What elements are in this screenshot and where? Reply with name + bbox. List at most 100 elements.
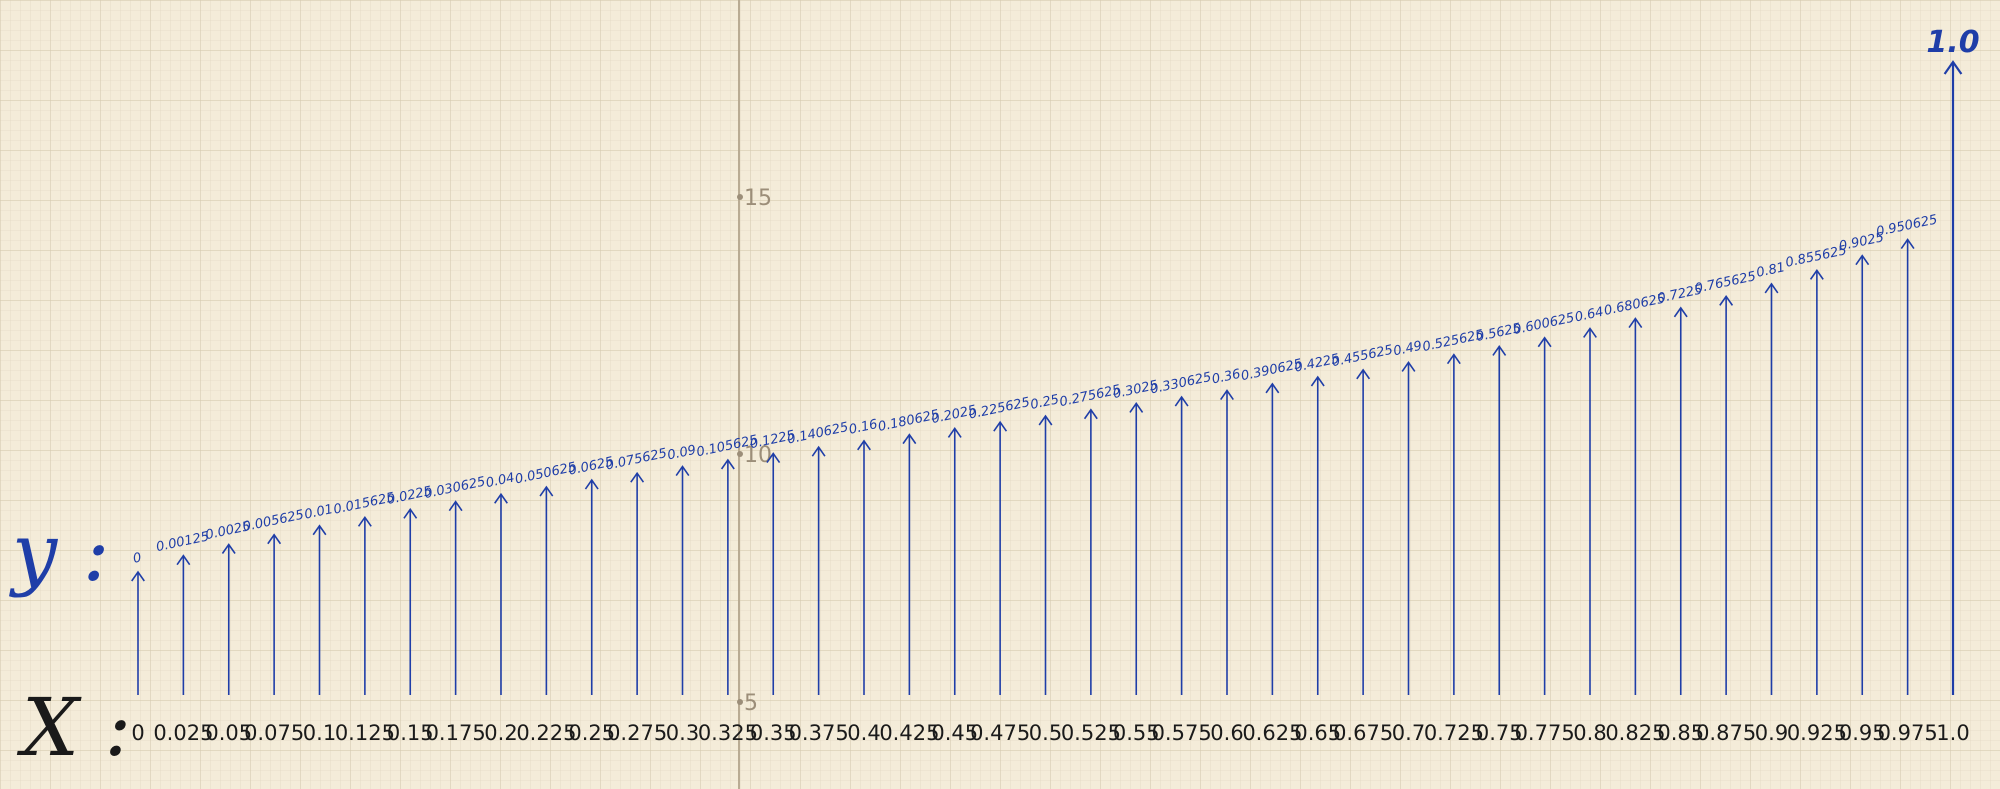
- arrow-head: [1943, 60, 1963, 75]
- x-value-label: 0.325: [698, 721, 758, 745]
- y-value-label: 0.04: [485, 470, 516, 491]
- x-value-label: 0.625: [1242, 721, 1302, 745]
- arrow-head: [1310, 375, 1325, 387]
- arrow-head: [1492, 345, 1507, 356]
- x-label-group: 0 0.0250.050.0750.10.1250.150.1750.20.225…: [131, 721, 1969, 745]
- x-value-label: 0.45: [931, 721, 978, 745]
- x-value-label: 0.475: [970, 721, 1030, 745]
- arrow-head: [811, 445, 826, 457]
- x-value-label: 0.425: [879, 721, 939, 745]
- arrow-head: [1809, 268, 1824, 280]
- arrow-head: [1265, 382, 1280, 394]
- arrow-head: [947, 427, 962, 438]
- x-value-label: 0.025: [153, 721, 213, 745]
- x-value-label: 0.825: [1605, 721, 1665, 745]
- x-value-label: 0.2: [484, 721, 517, 745]
- paper-marker-dot: [737, 451, 743, 457]
- x-value-label: 0.5: [1029, 721, 1062, 745]
- arrow-head: [176, 554, 191, 566]
- y-row-label: y :: [9, 506, 110, 599]
- x-value-label: 0.15: [387, 721, 434, 745]
- y-value-label: 0.64: [1574, 305, 1605, 326]
- paper-marker-dot: [737, 699, 743, 705]
- y-value-label: 0.01: [303, 502, 334, 523]
- arrow-head: [630, 471, 645, 483]
- x-row-label: X :: [16, 681, 131, 774]
- x-value-label: 0.25: [568, 721, 615, 745]
- arrow-head: [1628, 317, 1643, 329]
- arrow-head: [448, 500, 463, 512]
- x-value-label: 0: [131, 721, 144, 745]
- arrow-head: [494, 492, 508, 504]
- arrow-head: [357, 515, 372, 527]
- x-value-label: 0.175: [426, 721, 486, 745]
- arrow-head: [1356, 368, 1371, 380]
- x-value-label: 0.975: [1878, 721, 1938, 745]
- arrow-head: [1220, 389, 1234, 401]
- arrow-head: [766, 452, 781, 463]
- arrow-head: [902, 433, 917, 445]
- arrow-head: [1446, 353, 1461, 365]
- paper-markers: 15 10 5: [737, 186, 772, 716]
- arrow-head: [1673, 306, 1688, 318]
- arrow-head: [675, 465, 690, 476]
- x-value-label: 0.675: [1333, 721, 1393, 745]
- arrow-head: [267, 533, 282, 545]
- y-value-label: 0.49: [1392, 339, 1423, 360]
- y-value-label: 0: [132, 550, 143, 566]
- arrow-head: [1174, 395, 1189, 407]
- x-value-label: 0.525: [1061, 721, 1121, 745]
- arrow-head: [221, 543, 236, 554]
- arrow-head: [131, 570, 145, 582]
- x-value-label: 0.6: [1210, 721, 1243, 745]
- paper-marker-dot: [737, 194, 743, 200]
- x-value-label: 0.7: [1392, 721, 1425, 745]
- arrow-group: [131, 60, 1963, 695]
- arrow-head: [1401, 361, 1416, 372]
- x-value-label: 0.35: [750, 721, 797, 745]
- arrow-head: [1129, 402, 1144, 413]
- arrow-head: [720, 458, 735, 470]
- x-value-label: 0.75: [1476, 721, 1523, 745]
- x-value-label: 0.125: [335, 721, 395, 745]
- arrow-head: [403, 507, 418, 519]
- arrow-head: [1855, 254, 1870, 266]
- x-value-label: 0.875: [1696, 721, 1756, 745]
- x-value-label: 0.275: [607, 721, 667, 745]
- arrow-head: [584, 478, 599, 490]
- x-value-label: 0.55: [1113, 721, 1160, 745]
- x-value-label: 0.65: [1294, 721, 1341, 745]
- x-value-label: 0.375: [789, 721, 849, 745]
- arrow-head: [312, 524, 327, 536]
- arrow-head: [1583, 327, 1597, 338]
- x-value-label: 0.85: [1657, 721, 1704, 745]
- y-value-label: 0.81: [1755, 260, 1786, 281]
- arrow-head: [1038, 414, 1053, 426]
- y-value-label: 0.09: [666, 443, 697, 464]
- x-value-label: 0.1: [303, 721, 336, 745]
- x-value-label: 0.075: [244, 721, 304, 745]
- y-value-label: 0.16: [848, 417, 879, 438]
- x-value-label: 0.575: [1152, 721, 1212, 745]
- arrow-head: [993, 420, 1008, 432]
- x-value-label: 1.0: [1936, 721, 1969, 745]
- x-value-label: 0.3: [666, 721, 699, 745]
- x-value-label: 0.9: [1755, 721, 1788, 745]
- arrow-head: [539, 485, 554, 497]
- paper-marker: 5: [744, 691, 758, 716]
- arrow-head: [1719, 294, 1734, 306]
- x-value-label: 0.225: [516, 721, 576, 745]
- arrow-head: [1537, 336, 1552, 348]
- x-value-label: 0.725: [1424, 721, 1484, 745]
- y-value-label: 0.36: [1211, 367, 1242, 388]
- x-value-label: 0.95: [1839, 721, 1886, 745]
- y-value-label: 1.0: [1926, 25, 1979, 60]
- arrow-head: [857, 439, 871, 451]
- arrow-head: [1900, 238, 1915, 250]
- x-value-label: 0.8: [1573, 721, 1606, 745]
- x-value-label: 0.4: [847, 721, 880, 745]
- arrow-head: [1764, 282, 1779, 294]
- arrow-head: [1083, 408, 1098, 420]
